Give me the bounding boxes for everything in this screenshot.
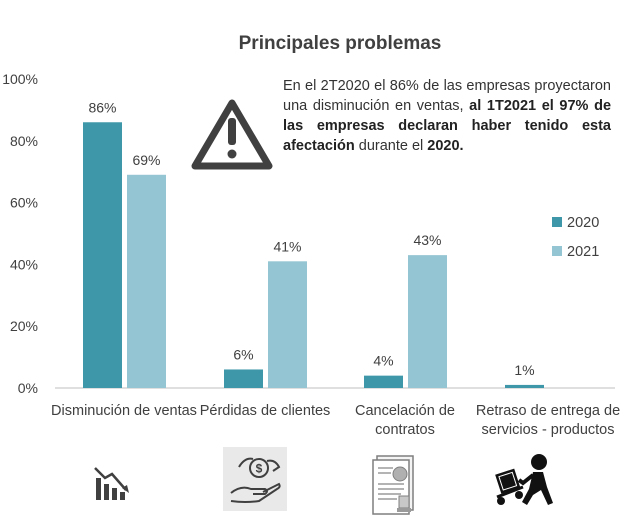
legend-swatch-2021 xyxy=(552,246,562,256)
bar-label-2021-0: 69% xyxy=(132,152,160,168)
bar-2020-1 xyxy=(224,369,263,388)
legend-swatch-2020 xyxy=(552,217,562,227)
legend-label-2020: 2020 xyxy=(567,215,599,231)
bar-label-2020-1: 6% xyxy=(233,346,253,362)
y-axis: 0% 20% 40% 60% 80% 100% xyxy=(2,71,38,396)
bar-2020-0 xyxy=(83,122,122,388)
legend-label-2021: 2021 xyxy=(567,244,599,260)
bar-label-2020-0: 86% xyxy=(88,99,116,115)
y-tick-label: 100% xyxy=(2,71,38,87)
warning-icon xyxy=(191,99,273,170)
y-tick-label: 60% xyxy=(10,195,38,211)
contract-icon xyxy=(372,455,414,515)
bar-label-2021-2: 43% xyxy=(413,232,441,248)
x-labels: Disminución de ventas Pérdidas de cliente… xyxy=(51,403,620,438)
annotation-text: En el 2T2020 el 86% de las empresas proy… xyxy=(283,76,611,156)
annotation-bold-2: 2020. xyxy=(427,138,464,154)
y-tick-label: 0% xyxy=(18,380,38,396)
bar-2021-1 xyxy=(268,261,307,388)
bar-label-2020-3: 1% xyxy=(514,362,534,378)
x-tick-label: Pérdidas de clientes xyxy=(200,403,331,419)
bar-2020-3 xyxy=(505,384,544,388)
bar-2021-0 xyxy=(127,174,166,388)
annotation-bold-1: al 1T2021 el 97% de las empresas declara… xyxy=(283,98,612,154)
bar-2021-2 xyxy=(408,255,447,388)
declining-chart-icon xyxy=(94,467,129,500)
x-tick-label: Disminución de ventas xyxy=(51,403,197,419)
annotation-normal-2: durante el xyxy=(354,138,428,154)
annotation-normal-1: En el 2T2020 el 86% de las empresas proy… xyxy=(283,78,611,114)
bar-label-2020-2: 4% xyxy=(373,353,393,369)
chart-title: Principales problemas xyxy=(239,33,442,54)
svg-text:$: $ xyxy=(256,462,263,476)
y-tick-label: 80% xyxy=(10,133,38,149)
bar-labels: 86% 6% 4% 1% 69% 41% 43% xyxy=(88,99,534,378)
bars xyxy=(83,122,544,388)
bar-2020-2 xyxy=(364,375,403,388)
x-tick-label: contratos xyxy=(375,422,435,438)
money-hand-icon: $ xyxy=(223,447,287,511)
legend: 2020 2021 xyxy=(552,215,599,260)
delivery-person-icon xyxy=(495,454,553,505)
x-tick-label: servicios - productos xyxy=(482,422,615,438)
bar-label-2021-1: 41% xyxy=(273,238,301,254)
y-tick-label: 20% xyxy=(10,318,38,334)
y-tick-label: 40% xyxy=(10,256,38,272)
x-tick-label: Retraso de entrega de xyxy=(476,403,620,419)
x-tick-label: Cancelación de xyxy=(355,403,455,419)
